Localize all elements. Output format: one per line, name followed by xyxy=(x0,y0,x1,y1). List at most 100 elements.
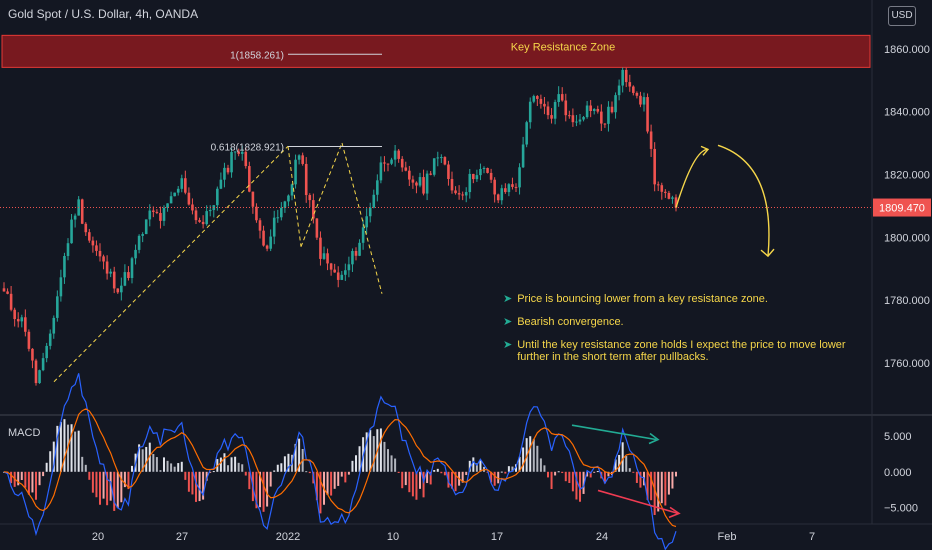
macd-histogram-bar xyxy=(315,471,318,501)
candle-body xyxy=(308,195,312,201)
candle-body xyxy=(45,345,48,359)
current-price-badge xyxy=(873,198,931,217)
macd-histogram-bar xyxy=(35,471,37,500)
candle-body xyxy=(653,148,656,185)
macd-histogram-bar xyxy=(351,460,354,472)
macd-indicator-label[interactable]: MACD xyxy=(8,427,41,439)
macd-histogram-bar xyxy=(74,431,77,472)
macd-histogram-bar xyxy=(173,466,176,472)
candle-body xyxy=(457,193,461,195)
candle-body xyxy=(244,151,248,167)
candle-body xyxy=(31,348,34,361)
analysis-notes: ➤ Price is bouncing lower from a key res… xyxy=(503,293,863,374)
macd-histogram-bar xyxy=(24,471,27,488)
macd-histogram-bar xyxy=(95,471,98,498)
time-tick-label: 27 xyxy=(176,531,188,543)
macd-histogram-bar xyxy=(283,456,286,472)
macd-histogram-bar xyxy=(227,465,229,472)
candle-body xyxy=(141,234,144,236)
candle-body xyxy=(91,240,95,246)
macd-histogram-bar xyxy=(38,471,41,486)
arrow-right-icon: ➤ xyxy=(503,293,513,305)
candle-body xyxy=(422,177,425,194)
macd-histogram-bar xyxy=(401,471,404,489)
macd-histogram-bar xyxy=(45,462,48,472)
macd-histogram-bar xyxy=(305,471,308,473)
candle-body xyxy=(408,170,411,180)
note-text: Price is bouncing lower from a key resis… xyxy=(517,293,768,305)
macd-histogram-bar xyxy=(415,471,418,500)
macd-histogram-bar xyxy=(113,471,116,511)
candle-body xyxy=(468,173,472,193)
macd-histogram-bar xyxy=(632,471,635,473)
candle-body xyxy=(226,167,230,173)
macd-histogram-bar xyxy=(387,449,389,472)
candle-body xyxy=(489,172,493,180)
candle-body xyxy=(493,179,496,195)
candle-body xyxy=(425,173,429,194)
candle-body xyxy=(41,358,45,371)
candle-body xyxy=(351,250,354,265)
candle-body xyxy=(660,185,664,192)
macd-histogram-bar xyxy=(166,460,169,472)
candle-body xyxy=(84,223,88,233)
candles xyxy=(2,67,678,386)
macd-histogram-bar xyxy=(219,457,222,472)
currency-button[interactable]: USD xyxy=(888,6,916,26)
candle-body xyxy=(340,274,344,280)
resistance-zone-label: Key Resistance Zone xyxy=(511,41,616,53)
macd-histogram-bar xyxy=(230,457,233,472)
macd-histogram-bar xyxy=(625,456,628,472)
candle-body xyxy=(105,261,109,274)
macd-histogram-bar xyxy=(522,447,525,472)
macd-histogram-bar xyxy=(141,449,144,472)
candle-body xyxy=(411,179,415,183)
candle-body xyxy=(258,220,262,231)
candle-body xyxy=(582,117,585,120)
candle-body xyxy=(176,188,180,193)
macd-histogram-bar xyxy=(358,446,361,472)
macd-histogram-bar xyxy=(116,471,119,508)
candle-body xyxy=(297,155,301,160)
candle-body xyxy=(557,94,560,102)
macd-histogram-bar xyxy=(539,458,542,472)
macd-histogram-bar xyxy=(564,471,567,482)
candle-body xyxy=(184,178,187,193)
candle-body xyxy=(486,168,489,173)
macd-histogram-bar xyxy=(159,470,162,472)
candle-body xyxy=(166,203,169,208)
macd-histogram-bar xyxy=(337,471,340,486)
macd-histogram-bar xyxy=(497,471,500,484)
candle-body xyxy=(219,179,223,189)
macd-histogram-bar xyxy=(536,445,539,472)
candle-body xyxy=(600,111,603,124)
projection-arrowhead xyxy=(700,145,710,156)
macd-histogram-bar xyxy=(287,453,290,472)
macd-histogram-bar xyxy=(187,471,190,492)
candle-body xyxy=(450,178,454,191)
candle-body xyxy=(624,69,628,83)
divergence-arrowhead xyxy=(648,432,660,445)
candle-body xyxy=(240,151,244,154)
macd-histogram-bar xyxy=(223,453,226,472)
macd-histogram-bar xyxy=(667,471,670,495)
macd-histogram-bar xyxy=(671,471,674,489)
macd-histogram-bar xyxy=(369,429,372,472)
macd-histogram-bar xyxy=(180,461,183,472)
macd-histogram-bar xyxy=(518,456,521,472)
swing-dashed-line xyxy=(300,142,343,247)
macd-histogram-bar xyxy=(123,471,126,488)
macd-histogram-bar xyxy=(628,468,631,472)
divergence-arrow-lower xyxy=(597,489,679,515)
candle-body xyxy=(280,207,283,218)
macd-histogram-bar xyxy=(426,471,429,484)
candle-body xyxy=(656,184,660,186)
macd-histogram-bar xyxy=(319,471,322,514)
candle-body xyxy=(148,210,152,220)
symbol-title[interactable]: Gold Spot / U.S. Dollar, 4h, OANDA xyxy=(8,7,199,21)
macd-histogram-bar xyxy=(408,471,411,493)
candle-body xyxy=(347,264,351,271)
candle-body xyxy=(546,106,550,116)
candle-body xyxy=(632,86,635,93)
